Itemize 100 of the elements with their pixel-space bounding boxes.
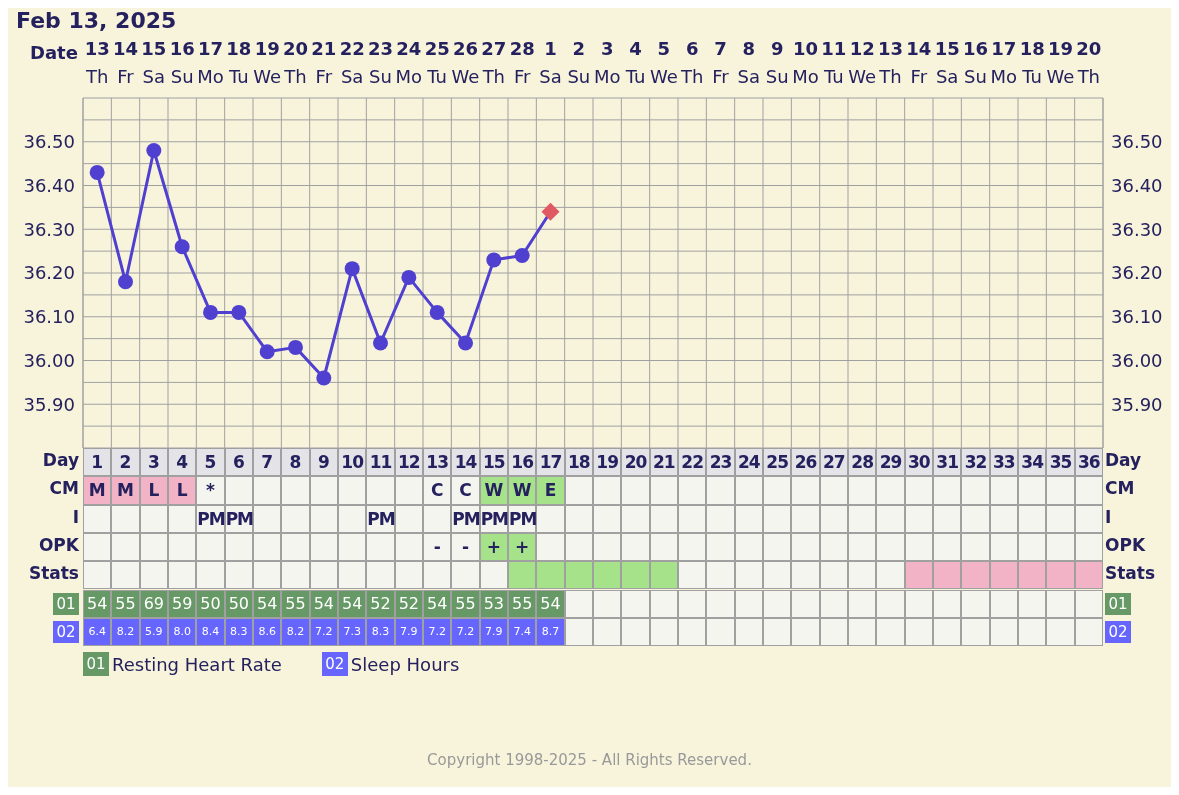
text: 8.6: [258, 624, 276, 638]
text: PM: [197, 508, 225, 529]
text: 55: [455, 593, 476, 613]
text: 54: [426, 593, 448, 613]
text: 8.3: [371, 624, 390, 638]
x-tick-label: 27 Th: [481, 38, 507, 87]
text: 13: [426, 452, 448, 472]
x-tick-label: 1 Sa: [539, 38, 562, 87]
x-tick-label: 2 Su: [567, 38, 591, 87]
text: 34: [1021, 452, 1043, 472]
text: 7.2: [428, 624, 446, 638]
text: 7.9: [400, 624, 418, 638]
point: [259, 344, 275, 360]
text: 8.2: [286, 624, 305, 638]
text: Day: [42, 450, 79, 470]
text: 17: [539, 452, 562, 472]
text: 4: [176, 452, 189, 472]
y-tick-label: 35.90: [23, 393, 75, 415]
text: 19: [596, 452, 618, 472]
text: L: [148, 480, 160, 501]
text: M: [117, 480, 134, 501]
x-tick-label: 22 Sa: [339, 38, 365, 87]
text: 27: [822, 452, 845, 472]
x-tick-label: 18 Tu: [1019, 38, 1045, 87]
text: 3: [147, 452, 160, 472]
text: 24: [737, 452, 760, 472]
text: PM: [452, 508, 480, 529]
point: [316, 370, 332, 386]
y2-tick-label: 36.00: [1111, 349, 1163, 371]
text: 7.3: [343, 624, 361, 638]
text: 02: [1105, 620, 1131, 643]
y2-tick-label: 36.10: [1111, 306, 1163, 328]
text: 11: [369, 452, 392, 472]
x-tick-label: 6 Th: [679, 38, 704, 87]
text: 02: [325, 655, 345, 674]
text: 59: [171, 593, 193, 613]
text: 14: [454, 452, 477, 472]
text: 01: [1105, 592, 1131, 615]
x-tick-label: 7 Fr: [712, 38, 730, 87]
text: 23: [709, 452, 732, 472]
text: *: [206, 480, 215, 501]
point: [401, 269, 417, 285]
text: 16: [511, 452, 533, 472]
text: +: [486, 536, 501, 557]
x-axis-title: Date: [30, 42, 78, 63]
text: 25: [766, 452, 788, 472]
legend-label: CM: [1105, 478, 1136, 499]
text: W: [512, 480, 532, 501]
y2-tick-label: 36.40: [1111, 174, 1163, 196]
x-tick-label: 26 We: [451, 38, 480, 87]
x-tick-label: 13 Th: [84, 38, 110, 87]
point: [514, 248, 530, 263]
y-tick-label: 36.20: [23, 262, 75, 284]
text: 31: [936, 452, 958, 472]
x-tick-label: 19 We: [1046, 38, 1075, 87]
point: [118, 274, 133, 290]
text: 7.4: [513, 624, 531, 638]
text: 6: [232, 452, 245, 472]
point: [373, 335, 388, 351]
text: 9: [317, 452, 330, 472]
text: 55: [115, 593, 136, 613]
text: 52: [398, 593, 419, 613]
text: 7.2: [315, 624, 333, 638]
y-tick-label: 36.10: [23, 306, 75, 328]
text: 30: [907, 452, 930, 472]
text: Stats: [28, 563, 79, 584]
text: 28: [851, 452, 873, 472]
x-tick-label: 21 Fr: [311, 38, 337, 87]
text: 8.4: [201, 624, 220, 638]
text: -: [461, 536, 470, 557]
legend-label: Day: [1105, 450, 1143, 470]
text: PM: [225, 508, 254, 529]
point: [174, 239, 190, 255]
text: 53: [483, 593, 504, 613]
y-tick-label: 36.40: [23, 174, 75, 196]
text: 21: [652, 452, 675, 472]
x-tick-label: 3 Mo: [593, 38, 621, 87]
text: 35: [1049, 452, 1072, 472]
chart-title: Feb 13, 2025: [16, 8, 177, 33]
text: 18: [567, 452, 590, 472]
text: 33: [992, 452, 1015, 472]
x-tick-label: 15 Sa: [934, 38, 960, 87]
text: 15: [482, 452, 505, 472]
x-tick-label: 20 Th: [1076, 38, 1102, 87]
text: Copyright 1998-2025 - All Rights Reserved.: [426, 751, 753, 769]
text: 54: [86, 593, 108, 613]
text: 52: [370, 593, 391, 613]
point: [541, 202, 560, 221]
legend-label: Stats: [1105, 563, 1157, 584]
y-tick-label: 36.00: [23, 349, 75, 371]
text: 36: [1077, 452, 1100, 472]
text: 54: [256, 593, 278, 613]
text: 32: [964, 452, 987, 472]
x-tick-label: 17 Mo: [197, 38, 224, 87]
text: PM: [367, 508, 395, 529]
x-tick-label: 16 Su: [169, 38, 195, 87]
text: OPK: [38, 534, 79, 555]
text: 8.2: [116, 624, 135, 638]
text: CM: [49, 478, 79, 499]
text: 50: [200, 593, 221, 613]
